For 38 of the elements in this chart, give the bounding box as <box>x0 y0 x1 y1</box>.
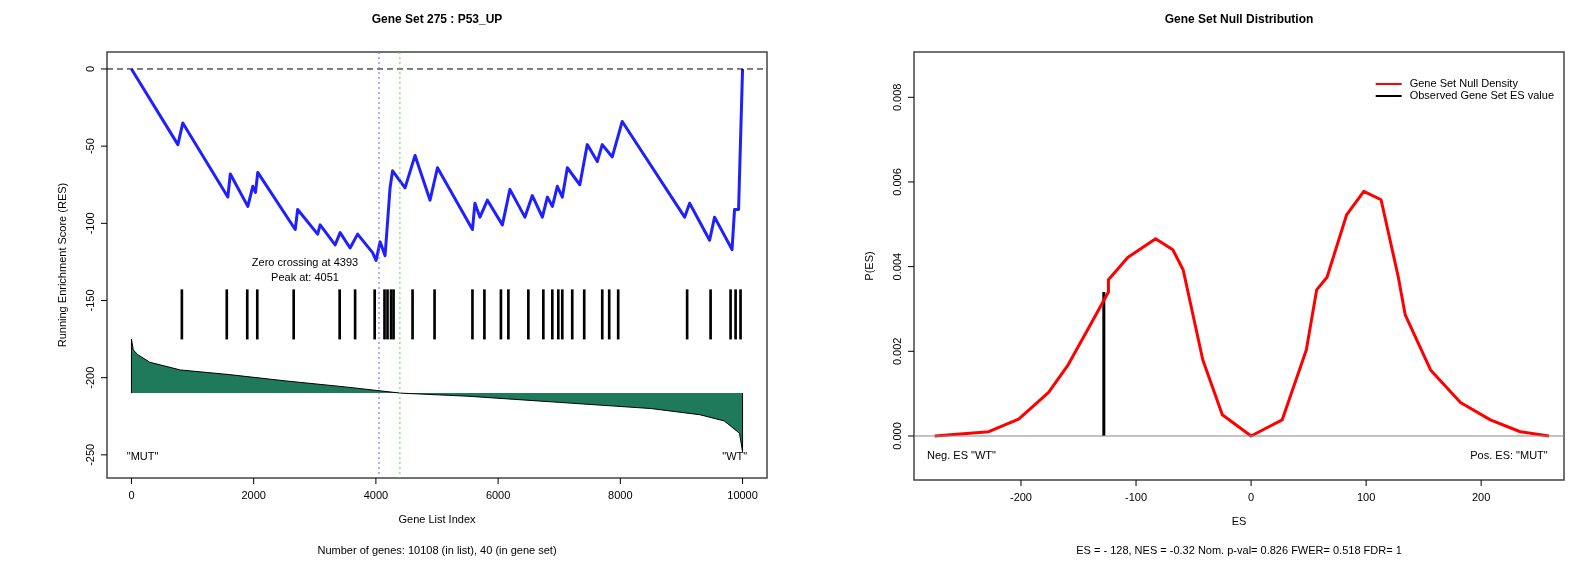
annotation: "MUT" <box>126 449 159 462</box>
y-tick-label: 0.008 <box>891 83 904 112</box>
y-axis-title: Running Enrichment Score (RES) <box>56 182 69 348</box>
text: Number of genes: 10108 (in list), 40 (in gene set) <box>317 544 557 557</box>
annotation: Zero crossing at 4393 <box>251 255 359 268</box>
y-tick-label: 0.006 <box>891 168 904 196</box>
y-tick-label: -150 <box>84 289 97 312</box>
y-tick-label: -200 <box>84 366 97 389</box>
annotation: "WT" <box>722 449 748 462</box>
chart-title: Gene Set 275 : P53_UP <box>371 12 503 27</box>
y-tick-label: 0.000 <box>891 422 904 450</box>
y-tick-label: -100 <box>84 212 97 235</box>
annotation: Pos. ES: "MUT" <box>1470 449 1548 462</box>
text: ES = - 128, NES = -0.32 Nom. p-val= 0.826 FWER= 0.518 FDR= 1 <box>1076 544 1402 557</box>
x-tick-label: 0 <box>128 488 135 501</box>
legend-label: Observed Gene Set ES value <box>1409 89 1555 102</box>
chart-title: Gene Set Null Distribution <box>1164 12 1314 27</box>
x-tick-label: -100 <box>1125 490 1148 503</box>
x-tick-label: 10000 <box>727 488 758 501</box>
y-tick-label: 0.002 <box>891 337 904 366</box>
x-tick-label: 100 <box>1356 490 1376 503</box>
x-tick-label: 6000 <box>485 488 511 501</box>
y-tick-label: -250 <box>84 443 97 466</box>
legend-label: Gene Set Null Density <box>1409 77 1519 90</box>
x-tick-label: 0 <box>1248 490 1255 503</box>
x-tick-label: 8000 <box>608 488 633 501</box>
x-tick-label: 200 <box>1471 490 1491 503</box>
x-tick-label: 4000 <box>363 488 389 501</box>
y-tick-label: 0 <box>84 65 97 73</box>
x-axis-title: Gene List Index <box>398 512 477 525</box>
y-tick-label: 0.004 <box>891 252 904 281</box>
annotation: Neg. ES "WT" <box>927 449 997 462</box>
x-tick-label: 2000 <box>241 488 266 501</box>
y-tick-label: -50 <box>84 138 97 155</box>
x-axis-title: ES <box>1231 514 1247 527</box>
y-axis-title: P(ES) <box>863 251 876 281</box>
x-tick-label: -200 <box>1009 490 1033 503</box>
annotation: Peak at: 4051 <box>271 270 339 283</box>
